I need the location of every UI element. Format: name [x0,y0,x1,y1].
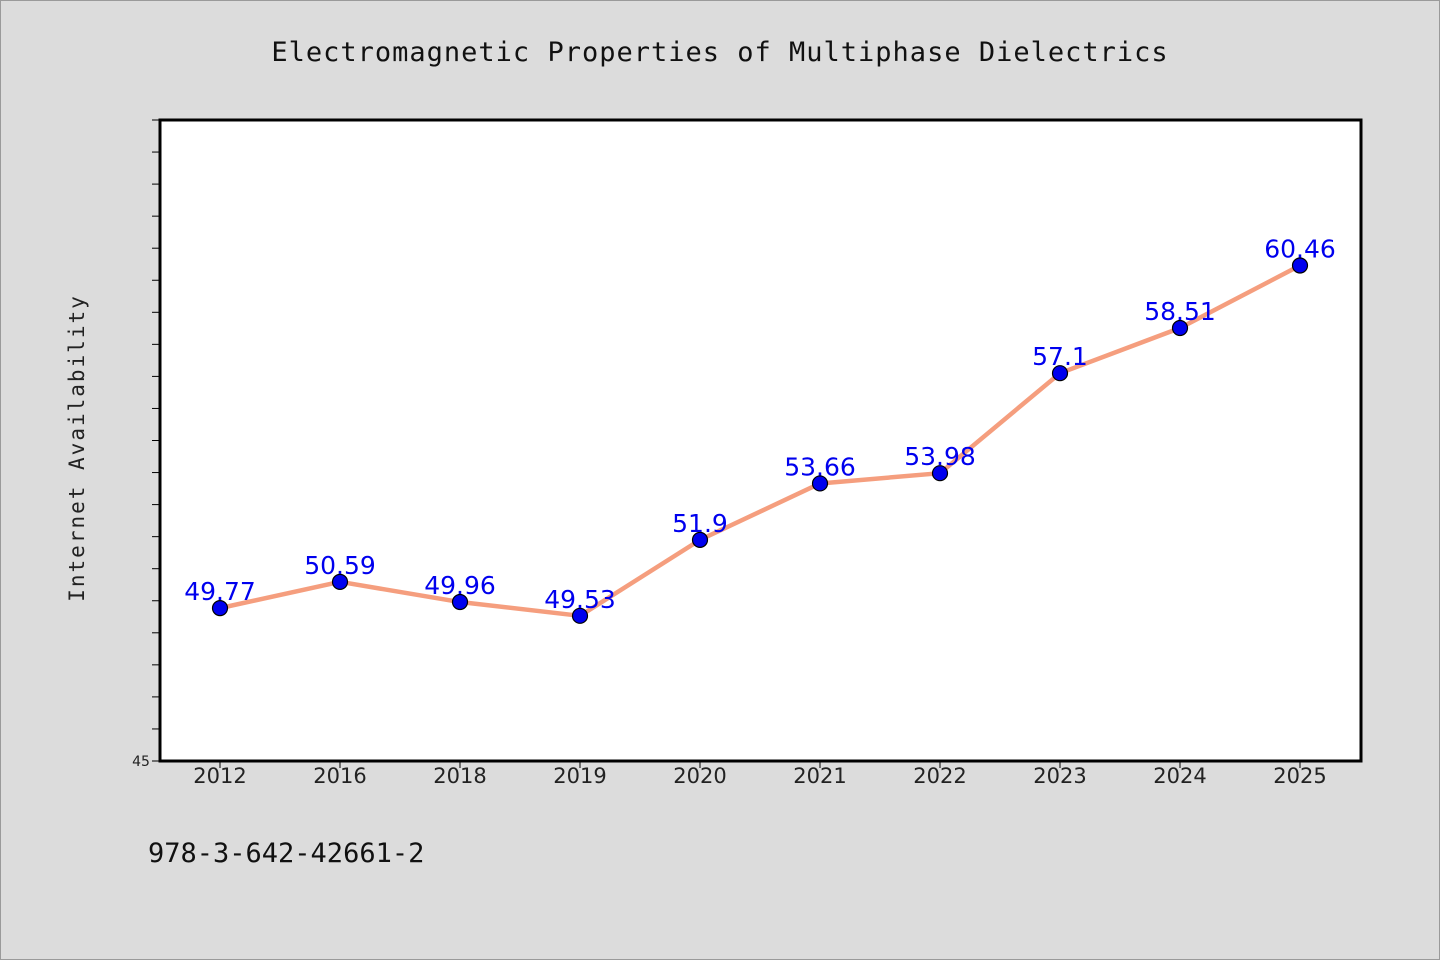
data-point-marker [211,600,229,617]
x-tick-label: 2024 [1153,764,1206,788]
data-label: 49.96 [424,571,496,600]
x-tick-labels: 2012 2016 2018 2019 2020 2021 2022 2023 2024 2025 [193,764,1326,788]
plot-area [160,120,1361,761]
x-tick-label: 2025 [1273,764,1326,788]
data-labels: 49.77 50.59 49.96 49.53 51.9 53.66 53.98 57.1 58… [184,235,1336,614]
data-label: 49.53 [544,585,616,614]
data-point-marker [1291,257,1309,274]
data-label: 57.1 [1032,342,1088,371]
data-point-marker [451,593,469,611]
y-axis-label: Internet Availability [65,294,89,602]
data-label: 58.51 [1144,297,1216,326]
data-point-marker [1171,319,1189,337]
data-label: 49.77 [184,577,256,606]
x-tick-label: 2020 [673,764,726,788]
data-point-marker [691,531,709,548]
x-tick-label: 2022 [913,764,966,788]
y-tick-label-45: 45 [132,754,150,770]
x-tick-label: 2023 [1033,764,1086,788]
data-label: 53.66 [784,452,856,481]
series-markers [211,257,1309,624]
x-tick-label: 2012 [193,764,246,788]
data-point-marker [811,475,829,492]
footer-isbn: 978-3-642-42661-2 [148,838,424,869]
data-label: 60.46 [1264,235,1336,264]
series-line [217,263,1303,619]
x-tick-label: 2021 [793,764,846,788]
x-tick-label: 2016 [313,764,366,788]
data-point-marker [571,607,589,624]
plot-border [158,118,1363,763]
data-point-marker [331,573,349,590]
x-tick-label: 2018 [433,764,486,788]
data-label: 53.98 [904,442,976,471]
x-tick-label: 2019 [553,764,606,788]
chart-title: Electromagnetic Properties of Multiphase… [271,37,1168,68]
data-label: 50.59 [304,551,376,580]
data-point-marker [1051,365,1069,382]
data-point-marker [931,465,949,482]
data-label: 51.9 [672,509,728,538]
